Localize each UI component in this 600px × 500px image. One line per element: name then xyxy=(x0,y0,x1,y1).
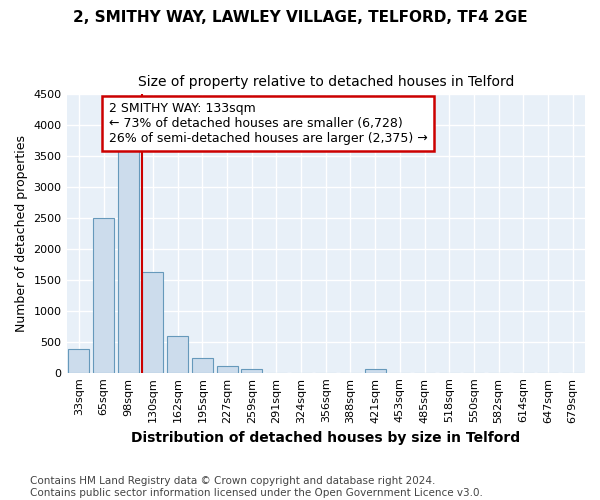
Bar xyxy=(217,366,238,372)
Bar xyxy=(167,336,188,372)
Bar xyxy=(118,144,139,372)
Bar xyxy=(68,350,89,372)
Title: Size of property relative to detached houses in Telford: Size of property relative to detached ho… xyxy=(137,75,514,89)
Text: 2 SMITHY WAY: 133sqm
← 73% of detached houses are smaller (6,728)
26% of semi-de: 2 SMITHY WAY: 133sqm ← 73% of detached h… xyxy=(109,102,427,145)
Y-axis label: Number of detached properties: Number of detached properties xyxy=(15,135,28,332)
Bar xyxy=(192,358,213,372)
Bar xyxy=(142,272,163,372)
X-axis label: Distribution of detached houses by size in Telford: Distribution of detached houses by size … xyxy=(131,431,520,445)
Bar xyxy=(93,218,114,372)
Text: 2, SMITHY WAY, LAWLEY VILLAGE, TELFORD, TF4 2GE: 2, SMITHY WAY, LAWLEY VILLAGE, TELFORD, … xyxy=(73,10,527,25)
Text: Contains HM Land Registry data © Crown copyright and database right 2024.
Contai: Contains HM Land Registry data © Crown c… xyxy=(30,476,483,498)
Bar xyxy=(241,369,262,372)
Bar xyxy=(365,369,386,372)
